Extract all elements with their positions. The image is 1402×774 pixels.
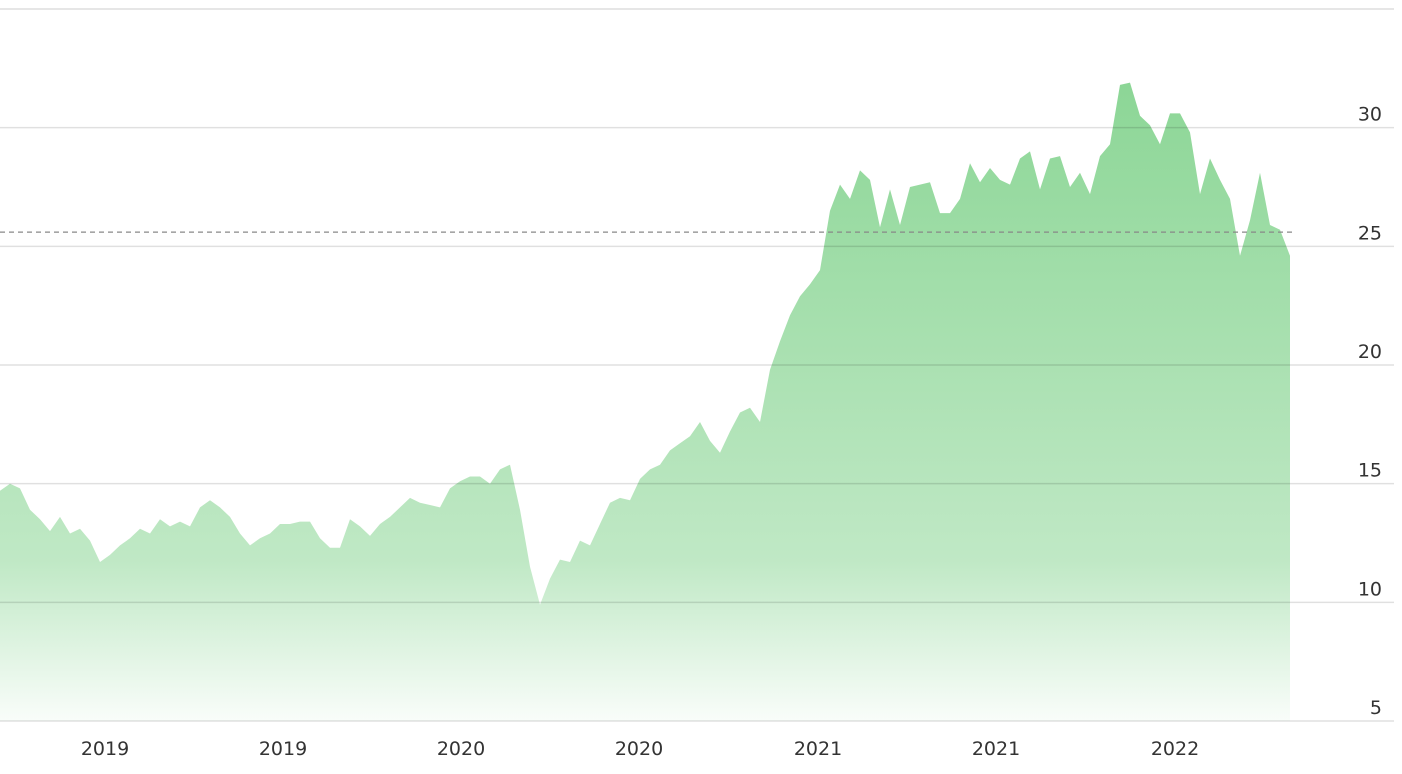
area	[0, 82, 1290, 722]
y-tick-label: 30	[1358, 104, 1382, 126]
y-tick-label: 10	[1358, 578, 1382, 600]
y-tick-label: 25	[1358, 222, 1382, 244]
y-tick-label: 20	[1358, 341, 1382, 363]
x-tick-label: 2020	[615, 738, 663, 760]
y-tick-label: 15	[1358, 460, 1382, 482]
x-tick-label: 2021	[972, 738, 1020, 760]
x-tick-label: 2020	[437, 738, 485, 760]
x-tick-label: 2022	[1151, 738, 1199, 760]
y-tick-label: 5	[1370, 697, 1382, 719]
x-tick-label: 2019	[81, 738, 129, 760]
x-tick-label: 2019	[259, 738, 307, 760]
x-tick-label: 2021	[794, 738, 842, 760]
